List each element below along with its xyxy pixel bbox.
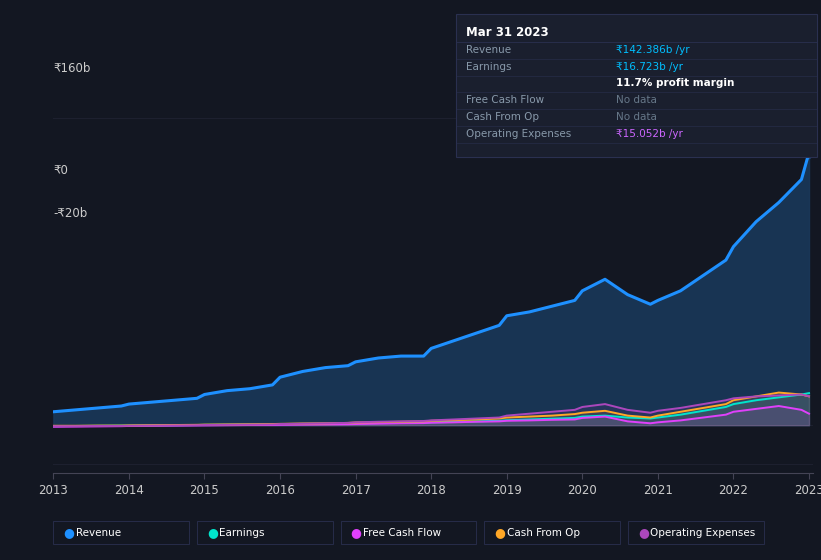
Text: ₹0: ₹0 [53,164,68,178]
Text: ●: ● [63,526,74,539]
Text: Earnings: Earnings [219,528,264,538]
Text: ₹142.386b /yr: ₹142.386b /yr [616,45,690,55]
Text: No data: No data [616,95,657,105]
Text: Free Cash Flow: Free Cash Flow [363,528,441,538]
Text: ●: ● [494,526,505,539]
Text: ₹15.052b /yr: ₹15.052b /yr [616,129,682,139]
Text: Earnings: Earnings [466,62,511,72]
Text: No data: No data [616,112,657,122]
Text: ●: ● [351,526,361,539]
Text: Free Cash Flow: Free Cash Flow [466,95,544,105]
Text: 11.7% profit margin: 11.7% profit margin [616,78,734,88]
Text: Mar 31 2023: Mar 31 2023 [466,26,548,39]
Text: -₹20b: -₹20b [53,207,88,221]
Text: ₹16.723b /yr: ₹16.723b /yr [616,62,683,72]
Text: Revenue: Revenue [466,45,511,55]
Text: Revenue: Revenue [76,528,121,538]
Text: Operating Expenses: Operating Expenses [466,129,571,139]
Text: Cash From Op: Cash From Op [507,528,580,538]
Text: Cash From Op: Cash From Op [466,112,539,122]
Text: Operating Expenses: Operating Expenses [650,528,755,538]
Text: ●: ● [207,526,218,539]
Text: ₹160b: ₹160b [53,62,91,76]
Text: ●: ● [638,526,649,539]
